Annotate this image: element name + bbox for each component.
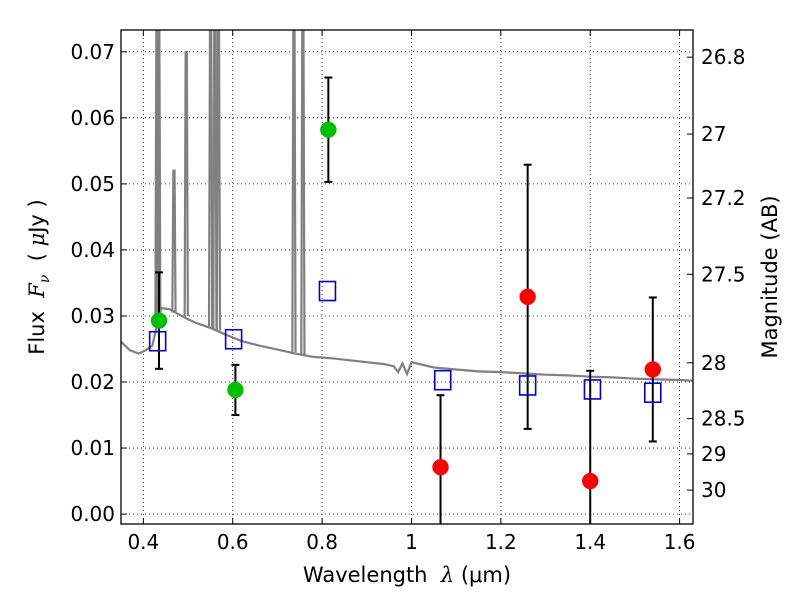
y-tick-label: 0.04 [70,238,115,262]
spectrum-continuum [121,306,693,382]
detection-marker [519,288,536,306]
detection-marker [644,361,662,378]
x-axis-title-suffix: (μm) [454,563,511,587]
data-markers [148,76,662,524]
y-axis-title-unit-symbol: μ [25,233,49,247]
x-tick-label: 0.4 [127,530,159,554]
detection-marker [581,472,599,490]
model-square-marker [433,369,452,391]
plot-frame [120,29,694,525]
detection-marker [227,381,244,399]
y-tick-label: 0.02 [70,370,115,394]
spectrum-emission-line [300,30,306,356]
y2-tick-label: 27 [701,122,726,146]
x-tick-label: 1.4 [574,530,606,554]
model-square-marker [518,375,537,396]
y2-tick-label: 27.2 [701,186,746,210]
x-axis-title: Wavelength λ (μm) [303,563,511,587]
x-axis-title-symbol: λ [440,563,454,587]
y2-tick-label: 26.8 [701,45,746,69]
y-tick-label: 0.01 [70,436,115,460]
spectrum-emission-line [291,30,297,353]
spectrum-emission-line [156,30,162,323]
y2-tick-label: 29 [701,442,726,466]
y2-tick-label: 28 [701,351,726,375]
spectrum-emission-line [207,30,214,328]
y2-axis-title: Magnitude (AB) [758,195,782,358]
y-axis-title-subscript: ν [37,274,53,283]
y2-tick-label: 27.5 [701,262,746,286]
detection-marker [320,121,337,138]
x-tick-label: 1.6 [664,530,696,554]
x-tick-label: 0.8 [306,530,338,554]
y-axis-title: Flux Fν ( μJy ) [25,199,53,354]
y-axis-title-symbol: F [25,282,49,299]
template-spectrum [121,30,693,382]
model-square-marker [318,280,337,302]
spectrum-emission-line [215,30,222,331]
x-tick-label: 0.6 [217,530,249,554]
y-tick-label: 0.05 [70,172,115,196]
spectrum-emission-line [212,30,218,330]
model-square-marker [148,330,167,352]
spectrum-emission-line [183,50,189,316]
detection-marker [150,312,168,329]
x-tick-label: 1.2 [485,530,517,554]
y2-tick-label: 30 [701,478,726,502]
grid [121,30,693,524]
y-tick-label: 0.03 [70,304,115,328]
model-square-marker [643,382,662,404]
y2-tick-label: 28.5 [701,407,746,431]
y-axis-title-prefix: Flux [25,298,49,355]
spectrum-emission-line [171,169,177,313]
model-square-marker [583,379,602,400]
y-tick-label: 0.06 [70,106,115,130]
x-tick-label: 1 [405,530,418,554]
y-axis-title-unit: Jy ) [25,199,49,235]
y-tick-label: 0.00 [70,502,115,526]
ticks: 0.4 0.6 0.8 1 1.2 1.4 1.6 0.00 0.01 0.02 0.03 0.04 0… [70,30,746,554]
x-axis-title-prefix: Wavelength [303,563,441,587]
y-tick-label: 0.07 [70,40,115,64]
plot-background [121,30,693,524]
y-axis-title-open: ( [25,246,49,274]
detection-marker [432,458,449,476]
model-square-marker [224,328,243,350]
